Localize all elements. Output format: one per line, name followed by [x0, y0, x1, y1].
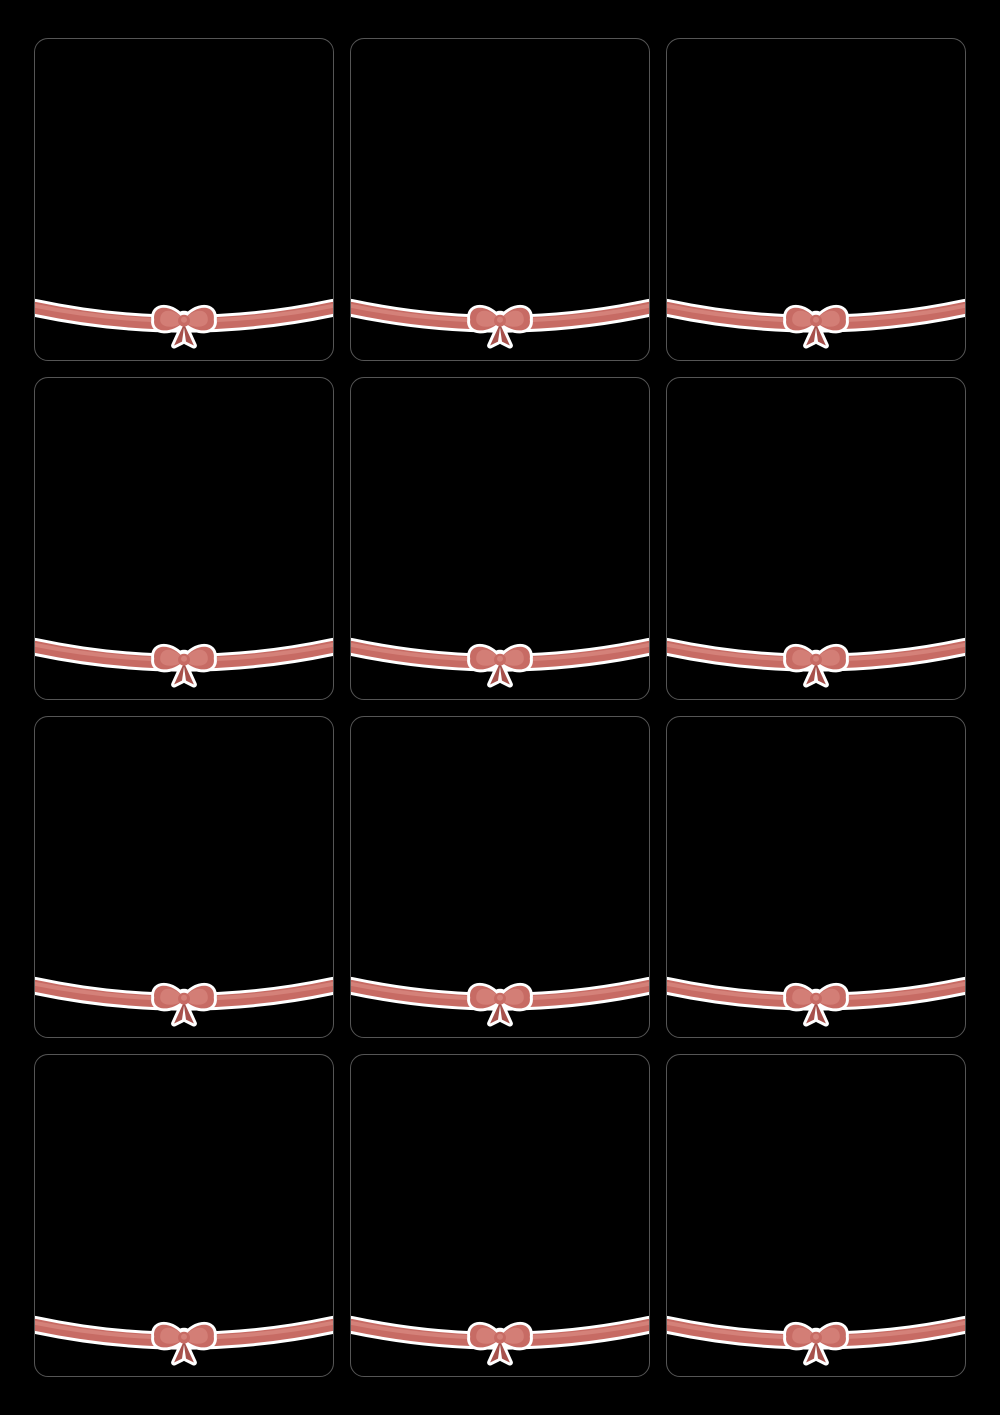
label-card: [666, 377, 966, 700]
label-card: [350, 1054, 650, 1377]
ribbon-bow-icon: [35, 1297, 333, 1376]
label-card: [350, 38, 650, 361]
ribbon-bow-icon: [351, 1297, 649, 1376]
ribbon-bow-icon: [35, 958, 333, 1037]
label-card: [666, 1054, 966, 1377]
label-card: [34, 1054, 334, 1377]
ribbon-bow-icon: [667, 958, 965, 1037]
label-card: [34, 716, 334, 1039]
label-card: [350, 377, 650, 700]
ribbon-bow-icon: [351, 619, 649, 698]
ribbon-bow-icon: [351, 958, 649, 1037]
label-sheet: [0, 0, 1000, 1415]
label-card: [34, 38, 334, 361]
ribbon-bow-icon: [667, 280, 965, 359]
ribbon-bow-icon: [667, 619, 965, 698]
label-card: [34, 377, 334, 700]
label-card: [666, 716, 966, 1039]
ribbon-bow-icon: [667, 1297, 965, 1376]
ribbon-bow-icon: [35, 619, 333, 698]
label-card: [666, 38, 966, 361]
ribbon-bow-icon: [35, 280, 333, 359]
label-card: [350, 716, 650, 1039]
ribbon-bow-icon: [351, 280, 649, 359]
